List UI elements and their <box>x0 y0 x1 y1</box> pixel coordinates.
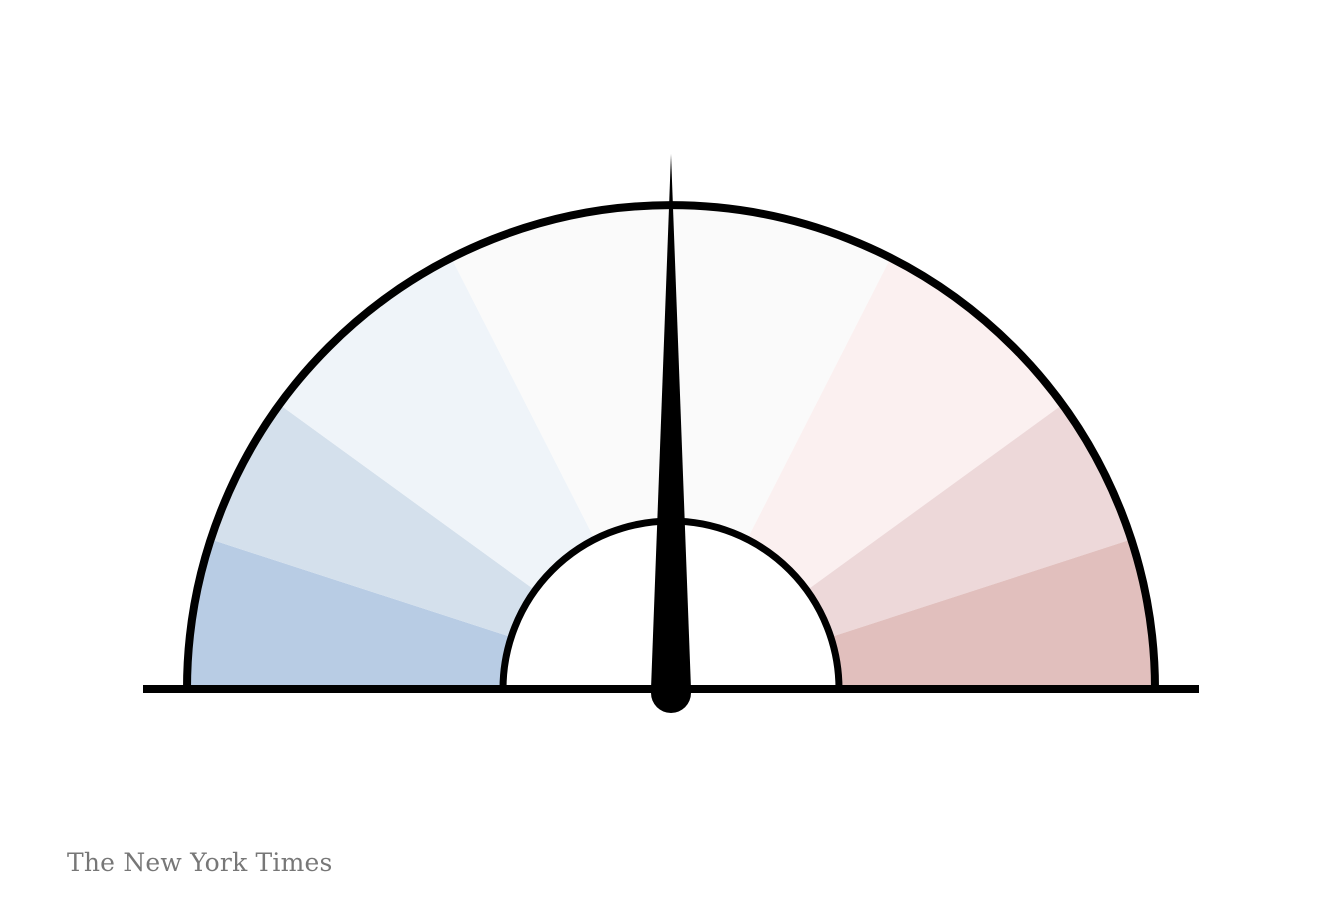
needle-hub <box>651 673 691 713</box>
source-credit: The New York Times <box>67 848 333 877</box>
needle-body <box>651 154 691 689</box>
gauge-segment-3 <box>279 257 595 591</box>
gauge-segment-6 <box>806 404 1132 638</box>
gauge-segment-2 <box>210 404 536 638</box>
gauge-segment-5 <box>747 257 1063 591</box>
gauge-segment-1 <box>187 539 512 689</box>
gauge-segment-7 <box>830 539 1155 689</box>
gauge-segments <box>187 205 1155 689</box>
gauge-needle <box>651 154 691 713</box>
